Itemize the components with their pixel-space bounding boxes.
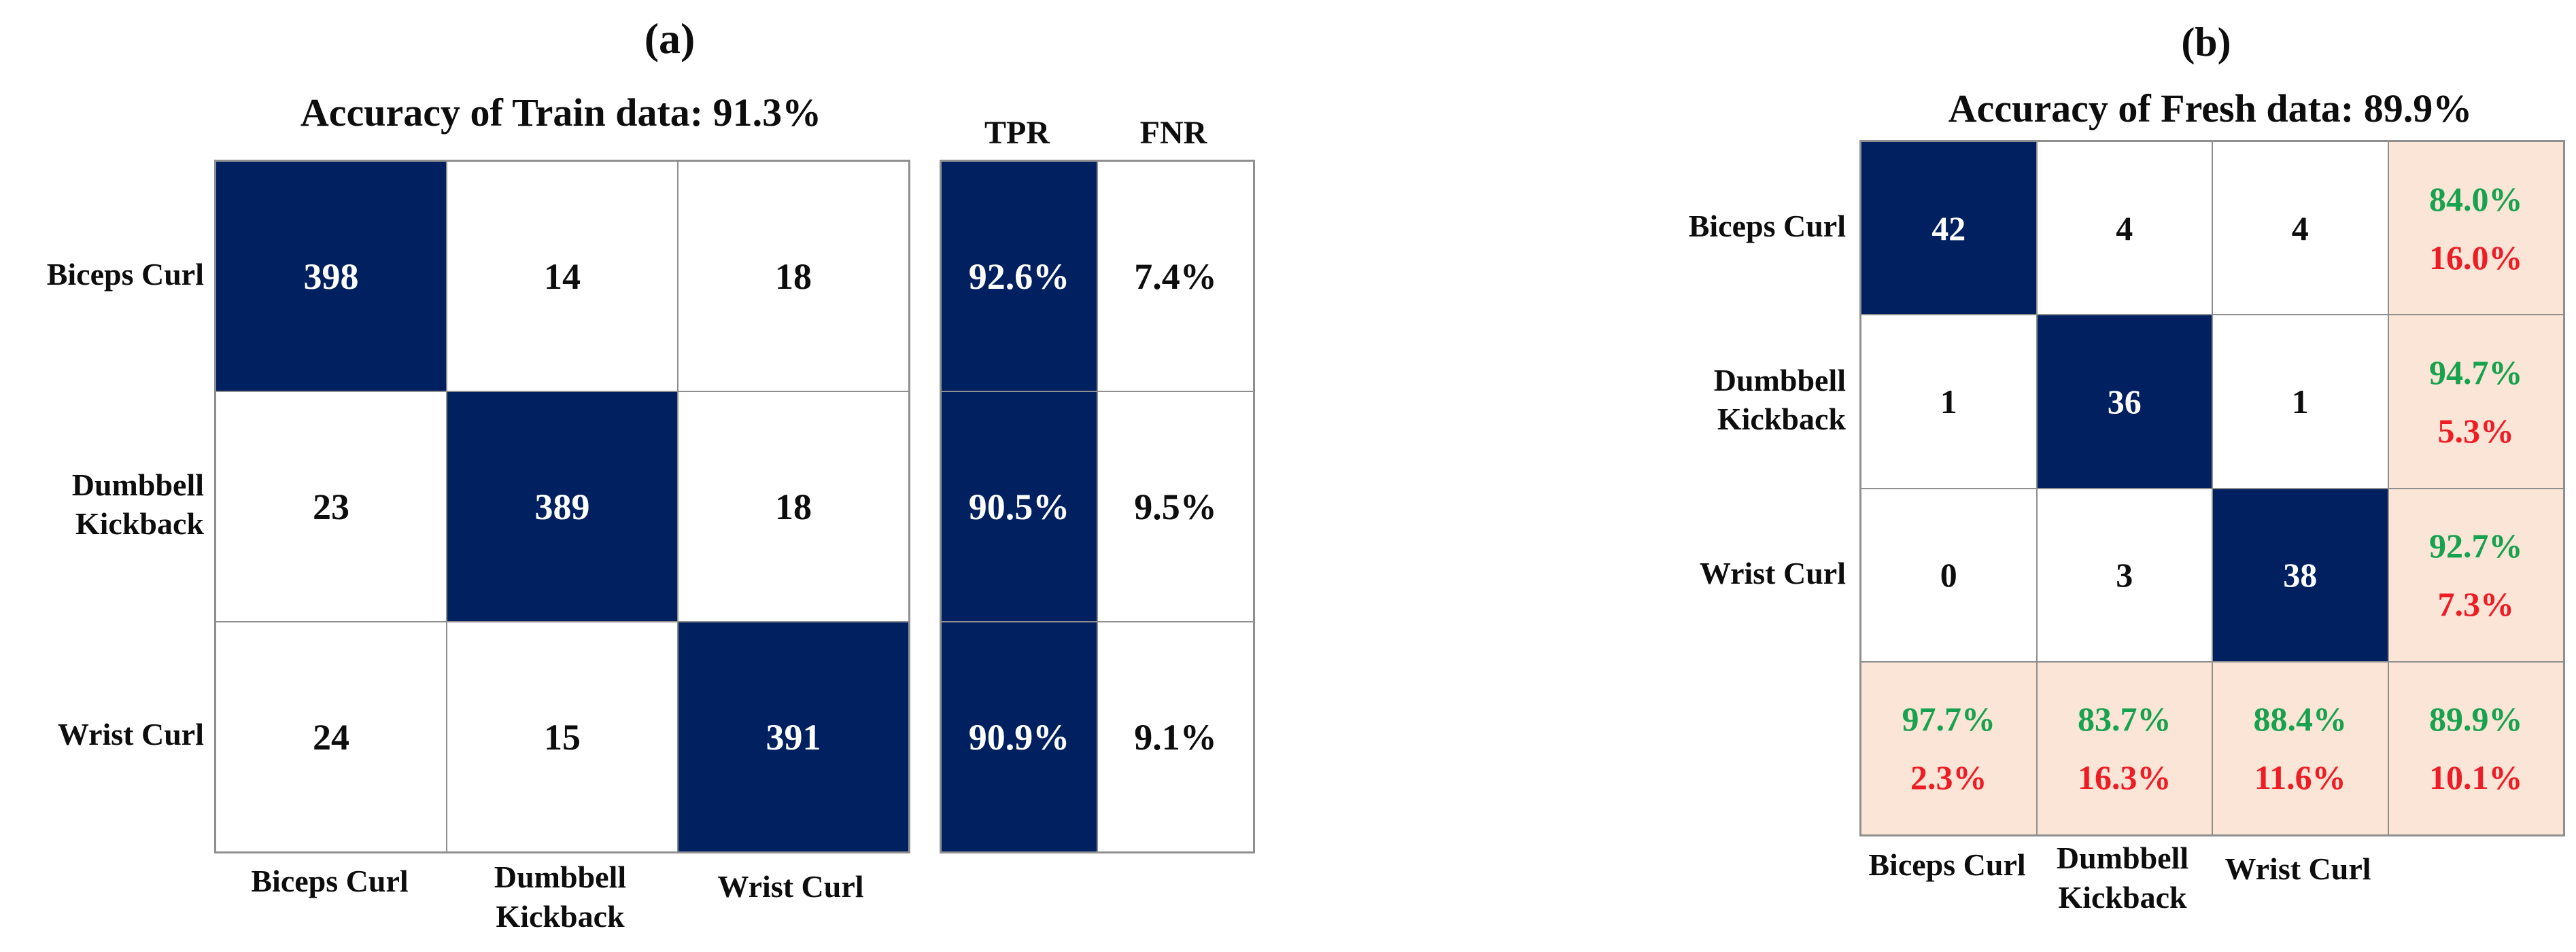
tpr-fnr-table: 92.6% 7.4% 90.5% 9.5% 90.9% 9.1% xyxy=(940,160,1255,853)
row-tpr-value: 92.7% xyxy=(2429,527,2523,565)
matrix-cell-r2c2: 391 xyxy=(679,622,908,851)
matrix-cell-r1c0: 23 xyxy=(216,392,446,621)
matrix-b-cell-r2c1: 3 xyxy=(2037,489,2212,661)
col-rate-cell-c2: 88.4% 11.6% xyxy=(2213,662,2388,834)
tpr-cell-r0: 92.6% xyxy=(942,162,1097,391)
col-label-dumbbell-kickback: Dumbbell Kickback xyxy=(494,860,627,934)
row-label-wrist-curl: Wrist Curl xyxy=(57,717,204,752)
col-rate-cell-c1: 83.7% 16.3% xyxy=(2037,662,2212,834)
fnr-header: FNR xyxy=(1139,115,1207,151)
panel-a-title: Accuracy of Train data: 91.3% xyxy=(300,90,822,135)
col-label-biceps-curl: Biceps Curl xyxy=(251,864,409,898)
matrix-cell-r2c0: 24 xyxy=(216,622,446,851)
col-label-biceps-curl-b: Biceps Curl xyxy=(1868,847,2026,882)
row-tpr-value: 84.0% xyxy=(2429,179,2523,218)
matrix-b-cell-r2c2: 38 xyxy=(2213,489,2388,661)
fnr-cell-r0: 7.4% xyxy=(1098,162,1253,391)
row-rate-cell-r2: 92.7% 7.3% xyxy=(2388,489,2563,661)
col-ppv-value: 83.7% xyxy=(2078,700,2171,739)
row-rate-cell-r0: 84.0% 16.0% xyxy=(2388,142,2563,315)
col-ppv-value: 88.4% xyxy=(2253,700,2348,739)
panel-b-title: Accuracy of Fresh data: 89.9% xyxy=(1948,86,2473,130)
col-fdr-value: 16.3% xyxy=(2078,758,2171,797)
row-label-dumbbell-kickback: Dumbbell Kickback xyxy=(71,467,204,542)
matrix-b-cell-r1c1: 36 xyxy=(2037,315,2212,488)
fnr-cell-r2: 9.1% xyxy=(1098,622,1253,851)
matrix-b-cell-r2c0: 0 xyxy=(1861,489,2036,661)
col-rate-cell-c0: 97.7% 2.3% xyxy=(1861,662,2036,834)
matrix-cell-r0c1: 14 xyxy=(447,162,677,391)
col-ppv-value: 97.7% xyxy=(1902,700,1996,739)
matrix-cell-r0c0: 398 xyxy=(216,162,446,391)
matrix-b-cell-r0c0: 42 xyxy=(1861,142,2036,315)
row-rate-cell-r1: 94.7% 5.3% xyxy=(2388,315,2563,488)
col-label-wrist-curl-b: Wrist Curl xyxy=(2225,851,2371,886)
col-fdr-value: 2.3% xyxy=(1910,758,1987,797)
row-tpr-value: 94.7% xyxy=(2429,353,2523,391)
row-label-biceps-curl: Biceps Curl xyxy=(46,257,204,292)
overall-error-value: 10.1% xyxy=(2429,758,2523,797)
matrix-b-cell-r1c2: 1 xyxy=(2213,315,2388,488)
tpr-cell-r1: 90.5% xyxy=(942,392,1097,621)
fresh-confusion-matrix: 42 4 4 84.0% 16.0% 1 36 1 94.7% 5.3% 0 3… xyxy=(1859,140,2565,836)
matrix-b-cell-r0c2: 4 xyxy=(2213,142,2388,315)
matrix-b-cell-r0c1: 4 xyxy=(2037,142,2212,315)
panel-a-label: (a) xyxy=(644,14,695,63)
tpr-header: TPR xyxy=(984,115,1050,151)
matrix-cell-r1c2: 18 xyxy=(679,392,908,621)
matrix-b-cell-r1c0: 1 xyxy=(1861,315,2036,488)
matrix-cell-r0c2: 18 xyxy=(679,162,908,391)
row-fnr-value: 16.0% xyxy=(2429,238,2523,277)
row-fnr-value: 5.3% xyxy=(2437,411,2515,450)
matrix-cell-r1c1: 389 xyxy=(447,392,677,621)
tpr-cell-r2: 90.9% xyxy=(942,622,1097,851)
overall-accuracy-cell: 89.9% 10.1% xyxy=(2388,662,2563,834)
overall-accuracy-value: 89.9% xyxy=(2429,700,2523,739)
col-fdr-value: 11.6% xyxy=(2254,758,2346,797)
col-label-wrist-curl: Wrist Curl xyxy=(717,869,864,904)
panel-b-label: (b) xyxy=(2181,20,2231,65)
col-label-dumbbell-kickback-b: Dumbbell Kickback xyxy=(2056,841,2189,915)
row-label-wrist-curl-b: Wrist Curl xyxy=(1699,556,1846,591)
train-confusion-matrix: 398 14 18 23 389 18 24 15 391 xyxy=(214,160,910,853)
fnr-cell-r1: 9.5% xyxy=(1098,392,1253,621)
row-label-dumbbell-kickback-b: Dumbbell Kickback xyxy=(1713,362,1846,437)
matrix-cell-r2c1: 15 xyxy=(447,622,677,851)
row-fnr-value: 7.3% xyxy=(2437,585,2515,624)
row-label-biceps-curl-b: Biceps Curl xyxy=(1688,209,1846,244)
